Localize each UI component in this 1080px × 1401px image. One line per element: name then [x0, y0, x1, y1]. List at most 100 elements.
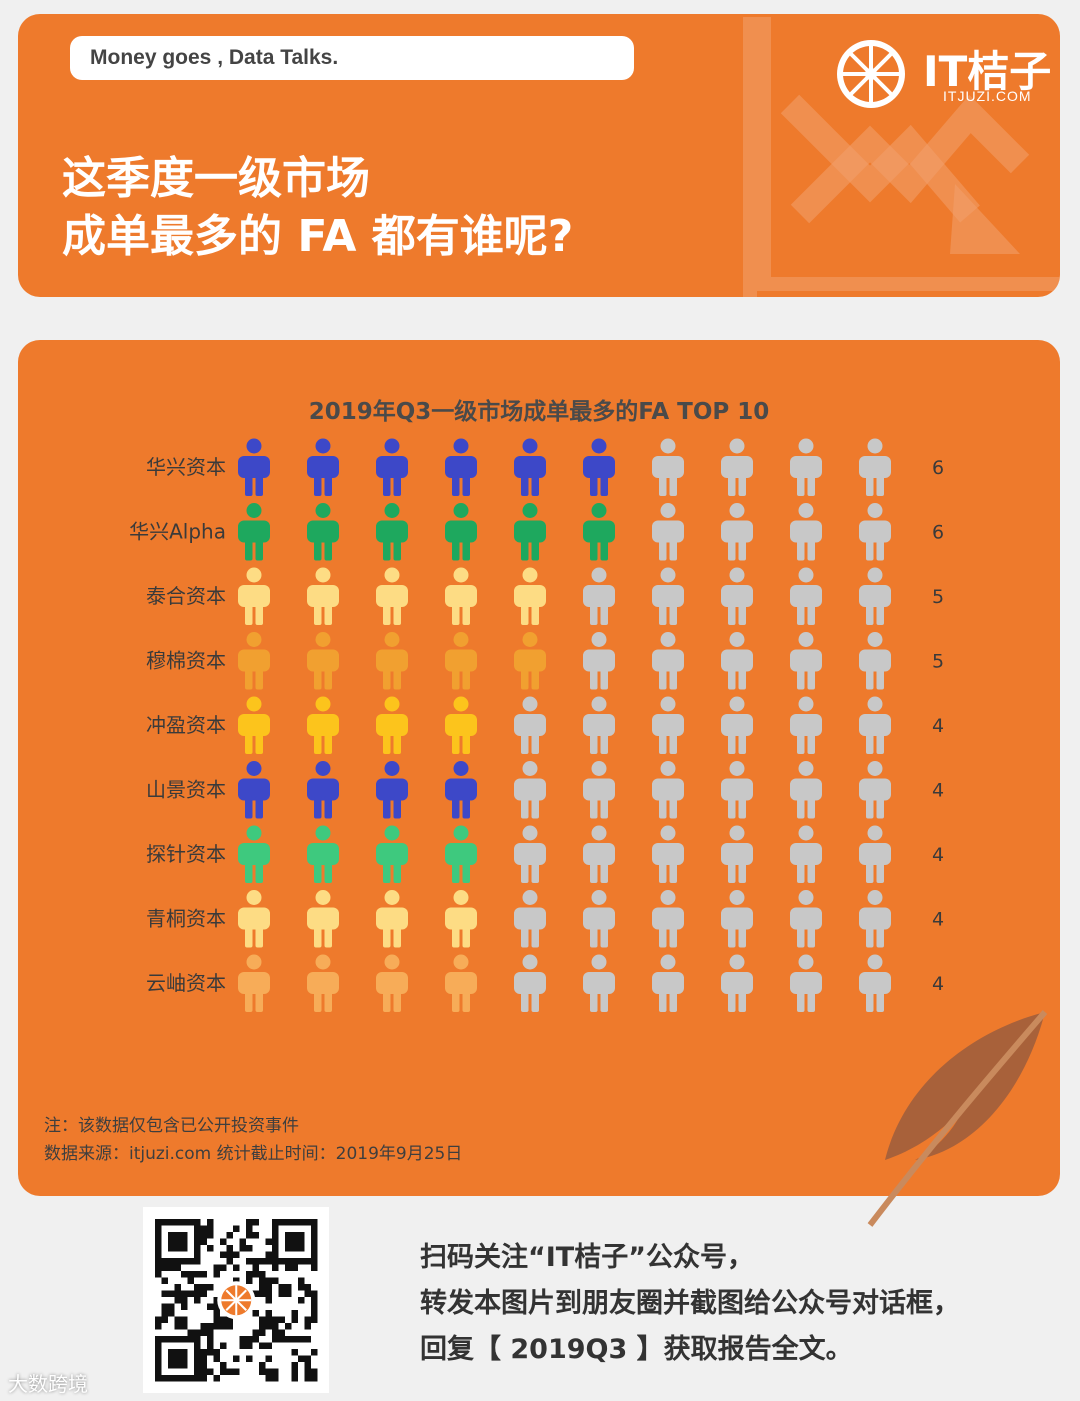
person-icon-empty	[514, 696, 546, 754]
source-line: 数据来源：itjuzi.com 统计截止时间：2019年9月25日	[44, 1144, 463, 1164]
row-label: 冲盈资本	[146, 713, 226, 737]
person-icon-filled	[445, 567, 477, 625]
person-icon-empty	[721, 632, 753, 690]
person-icon-filled	[445, 890, 477, 948]
person-icon-filled	[238, 567, 270, 625]
person-icon-filled	[514, 438, 546, 496]
cta-line-3: 回复【 2019Q3 】获取报告全文。	[420, 1334, 853, 1365]
person-icon-empty	[514, 954, 546, 1012]
person-icon-empty	[514, 825, 546, 883]
notes: 注：该数据仅包含已公开投资事件 数据来源：itjuzi.com 统计截止时间：2…	[44, 1112, 462, 1168]
person-icon-empty	[583, 825, 615, 883]
person-icon-filled	[376, 503, 408, 561]
person-icon-empty	[790, 954, 822, 1012]
person-icon-empty	[583, 954, 615, 1012]
person-icon-filled	[238, 503, 270, 561]
value-label: 5	[932, 651, 944, 673]
person-icon-filled	[445, 696, 477, 754]
person-icon-filled	[445, 632, 477, 690]
person-icon-filled	[307, 761, 339, 819]
cta-line-2: 转发本图片到朋友圈并截图给公众号对话框，	[420, 1288, 960, 1319]
person-icon-empty	[790, 632, 822, 690]
value-label: 4	[932, 780, 944, 802]
person-icon-filled	[238, 825, 270, 883]
person-icon-empty	[652, 825, 684, 883]
person-icon-filled	[376, 825, 408, 883]
person-icon-empty	[859, 825, 891, 883]
person-icon-filled	[238, 954, 270, 1012]
person-icon-filled	[238, 632, 270, 690]
slogan-banner: Money goes , Data Talks.	[70, 36, 634, 80]
person-icon-empty	[583, 890, 615, 948]
person-icon-empty	[652, 954, 684, 1012]
page-title-line-2: 成单最多的 FA 都有谁呢?	[62, 211, 574, 262]
person-icon-empty	[721, 567, 753, 625]
person-icon-empty	[652, 503, 684, 561]
watermark: 大数跨境	[8, 1372, 88, 1396]
person-icon-filled	[514, 567, 546, 625]
person-icon-empty	[721, 503, 753, 561]
person-icon-empty	[790, 567, 822, 625]
person-icon-filled	[583, 503, 615, 561]
person-icon-filled	[514, 503, 546, 561]
cta-line-1: 扫码关注“IT桔子”公众号，	[420, 1242, 754, 1273]
person-icon-filled	[445, 438, 477, 496]
note-line-1: 注：该数据仅包含已公开投资事件	[44, 1116, 299, 1136]
qr-code[interactable]	[143, 1207, 329, 1393]
person-icon-empty	[859, 890, 891, 948]
person-icon-empty	[721, 438, 753, 496]
chart-title: 2019年Q3一级市场成单最多的FA TOP 10	[308, 399, 770, 425]
person-icon-filled	[376, 567, 408, 625]
person-icon-empty	[859, 567, 891, 625]
page-title-line-1: 这季度一级市场	[62, 153, 370, 204]
person-icon-empty	[652, 567, 684, 625]
person-icon-empty	[790, 438, 822, 496]
person-icon-filled	[445, 825, 477, 883]
person-icon-filled	[238, 696, 270, 754]
logo-url: ITJUZI.COM	[943, 88, 1032, 104]
value-label: 6	[932, 457, 944, 479]
person-icon-empty	[790, 503, 822, 561]
value-label: 4	[932, 715, 944, 737]
person-icon-empty	[652, 761, 684, 819]
person-icon-filled	[307, 890, 339, 948]
person-icon-empty	[859, 438, 891, 496]
person-icon-empty	[859, 761, 891, 819]
trend-arrow-decoration	[743, 17, 1060, 297]
person-icon-empty	[721, 696, 753, 754]
value-label: 4	[932, 844, 944, 866]
row-label: 青桐资本	[146, 907, 226, 931]
person-icon-filled	[445, 503, 477, 561]
qr-code-pattern	[155, 1219, 318, 1382]
person-icon-filled	[307, 567, 339, 625]
person-icon-empty	[514, 761, 546, 819]
person-icon-filled	[307, 954, 339, 1012]
person-icon-empty	[652, 890, 684, 948]
person-icon-filled	[376, 890, 408, 948]
orange-slice-icon	[837, 40, 905, 108]
person-icon-empty	[859, 696, 891, 754]
call-to-action: 扫码关注“IT桔子”公众号， 转发本图片到朋友圈并截图给公众号对话框， 回复【 …	[420, 1235, 960, 1373]
person-icon-filled	[376, 954, 408, 1012]
person-icon-empty	[514, 890, 546, 948]
person-icon-empty	[790, 890, 822, 948]
row-label: 华兴Alpha	[129, 520, 226, 544]
value-label: 5	[932, 586, 944, 608]
person-icon-empty	[859, 503, 891, 561]
row-label: 泰合资本	[146, 584, 226, 608]
row-label: 探针资本	[146, 842, 226, 866]
person-icon-empty	[859, 954, 891, 1012]
person-icon-empty	[652, 696, 684, 754]
row-label: 云岫资本	[146, 971, 226, 995]
row-label: 穆棉资本	[146, 649, 226, 673]
value-label: 4	[932, 909, 944, 931]
person-icon-empty	[721, 825, 753, 883]
person-icon-empty	[721, 954, 753, 1012]
person-icon-filled	[307, 825, 339, 883]
person-icon-empty	[859, 632, 891, 690]
chart-panel: 2019年Q3一级市场成单最多的FA TOP 10 华兴资本 6 华兴Alpha 6 泰…	[18, 340, 1060, 1196]
person-icon-filled	[376, 761, 408, 819]
person-icon-empty	[790, 825, 822, 883]
person-icon-filled	[514, 632, 546, 690]
logo-text: IT桔子	[923, 47, 1052, 96]
